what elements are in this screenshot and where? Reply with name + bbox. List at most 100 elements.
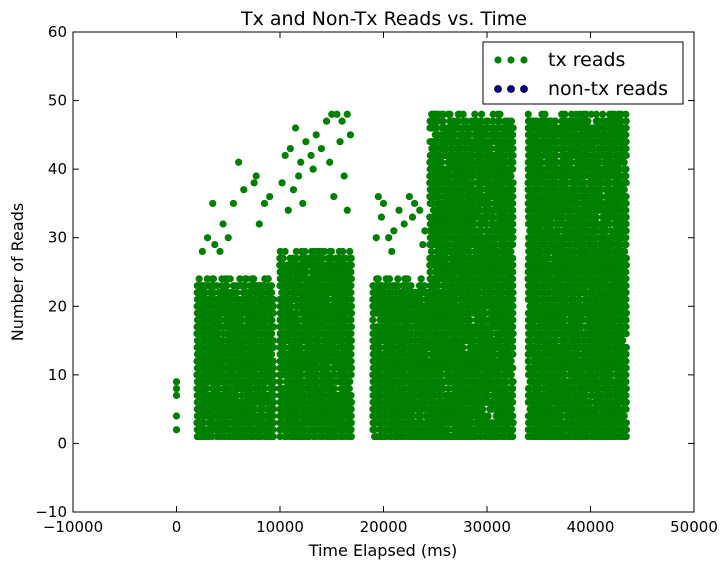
data-point-tx-reads [509, 295, 517, 304]
data-point-tx-reads [269, 412, 277, 420]
data-point-tx-reads [509, 275, 517, 283]
data-point-tx-reads [250, 275, 258, 283]
data-point-tx-reads [509, 240, 517, 249]
data-point-tx-reads [267, 282, 276, 290]
data-point-tx-reads [279, 254, 287, 262]
data-point-tx-reads [509, 350, 517, 358]
data-point-tx-reads [509, 192, 517, 201]
data-point-tx-reads [269, 302, 277, 310]
data-point-tx-reads [509, 199, 517, 208]
data-point-tx-reads [347, 302, 356, 310]
data-point-tx-reads [203, 275, 211, 283]
data-point-tx-reads [509, 138, 517, 146]
data-point-tx-reads [270, 378, 278, 386]
data-point-tx-reads [369, 316, 377, 324]
data-point-tx-reads [251, 405, 259, 413]
data-point-tx-reads [268, 350, 276, 358]
data-point-tx-reads [509, 282, 517, 290]
data-point-tx-reads [438, 158, 446, 166]
data-point-tx-reads [269, 432, 277, 441]
data-point-tx-reads [509, 384, 517, 393]
data-point-tx-reads [374, 275, 382, 283]
data-point-tx-reads [210, 288, 218, 297]
data-point-tx-reads [347, 261, 355, 269]
data-point-tx-reads [509, 124, 517, 132]
data-point-tx-reads [466, 316, 474, 324]
data-point-tx-reads [347, 426, 355, 434]
data-point-tx-reads [459, 343, 467, 352]
data-point-tx-reads [509, 144, 517, 153]
data-point-tx-reads [327, 247, 336, 256]
data-point-tx-reads [509, 330, 517, 338]
data-point-tx-reads [471, 110, 479, 118]
data-point-tx-reads [345, 384, 353, 393]
data-point-tx-reads [459, 110, 467, 118]
data-point-tx-reads [507, 117, 516, 125]
data-point-tx-reads [347, 350, 355, 358]
data-point-tx-reads [509, 412, 517, 420]
data-point-tx-reads [509, 206, 517, 214]
data-point-tx-reads [507, 247, 515, 256]
data-point-tx-reads [269, 309, 277, 317]
data-point-tx-reads [347, 364, 356, 372]
data-point-tx-reads [509, 419, 517, 427]
data-point-tx-reads [347, 432, 356, 441]
data-point-tx-reads [347, 288, 355, 297]
data-point-tx-reads [394, 275, 402, 283]
data-point-tx-reads [509, 165, 517, 173]
data-point-tx-reads [347, 309, 356, 317]
data-point-tx-reads [281, 247, 289, 256]
data-point-tx-reads [195, 275, 203, 283]
data-point-tx-reads [236, 275, 244, 283]
data-point-tx-reads [509, 432, 517, 441]
data-point-tx-reads [203, 384, 211, 393]
data-point-tx-reads [268, 288, 276, 297]
data-point-tx-reads [404, 275, 412, 283]
data-point-tx-reads [509, 179, 517, 187]
data-point-tx-reads [269, 357, 277, 365]
data-point-tx-reads [226, 275, 234, 283]
data-point-tx-reads [269, 384, 278, 393]
data-point-tx-reads [347, 371, 355, 379]
data-point-tx-reads [347, 398, 356, 406]
data-point-tx-reads [509, 254, 517, 262]
data-point-tx-reads [346, 247, 354, 256]
data-point-tx-reads [269, 364, 278, 372]
data-point-tx-reads [509, 288, 517, 297]
data-point-tx-reads [509, 261, 517, 269]
data-point-tx-reads [509, 378, 517, 386]
data-point-tx-reads [477, 110, 486, 118]
data-point-tx-reads [269, 343, 277, 352]
data-point-tx-reads [385, 275, 394, 283]
data-point-tx-reads [339, 247, 347, 256]
data-point-tx-reads [347, 336, 355, 345]
data-point-tx-reads [238, 316, 246, 324]
data-point-tx-reads [507, 172, 515, 180]
data-point-tx-reads [347, 282, 355, 290]
data-point-tx-reads [347, 316, 355, 324]
data-point-tx-reads [347, 357, 355, 365]
data-point-tx-reads [269, 295, 277, 304]
data-point-tx-reads [347, 343, 355, 352]
data-point-tx-reads [509, 316, 517, 324]
data-point-tx-reads [330, 384, 339, 393]
data-point-tx-reads [507, 405, 516, 413]
data-point-tx-reads [347, 330, 355, 338]
data-point-tx-reads [509, 268, 517, 276]
data-point-tx-reads [509, 131, 517, 139]
points-layer [172, 110, 630, 441]
data-point-tx-reads [509, 364, 517, 372]
data-point-tx-reads [509, 213, 517, 221]
data-point-tx-reads [509, 234, 517, 242]
data-point-tx-reads [509, 227, 517, 235]
data-point-tx-reads [209, 275, 218, 283]
data-point-tx-reads [347, 391, 355, 400]
data-point-tx-reads [509, 151, 517, 160]
data-point-tx-reads [199, 419, 208, 427]
data-point-tx-reads [509, 302, 517, 310]
data-point-tx-reads [269, 336, 277, 345]
data-point-tx-reads [269, 419, 278, 427]
data-point-tx-reads [347, 323, 355, 331]
data-point-tx-reads [407, 282, 415, 290]
